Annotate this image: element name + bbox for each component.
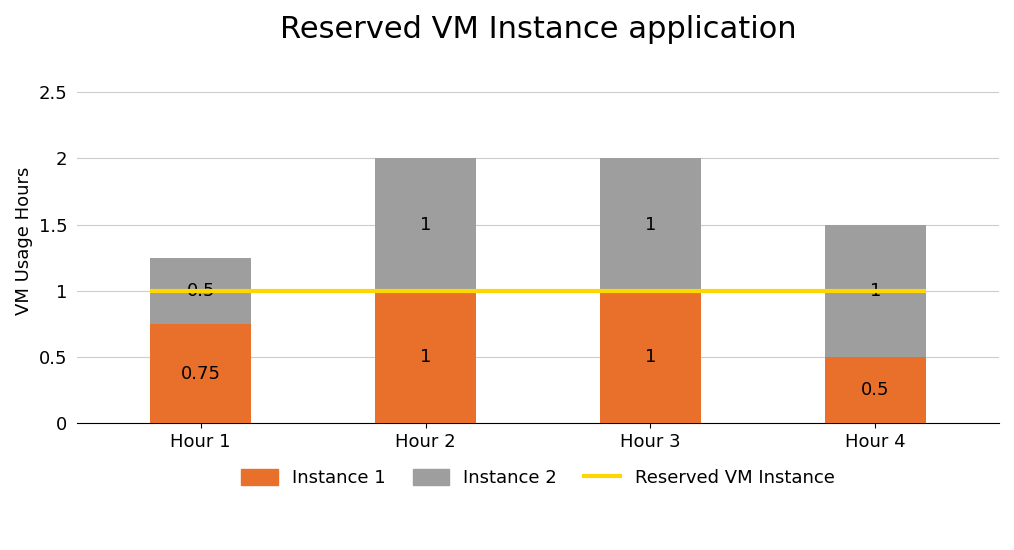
Text: 1: 1	[420, 348, 431, 366]
Bar	[600, 291, 701, 424]
Text: 0.5: 0.5	[187, 282, 215, 300]
Legend: Instance 1, Instance 2, Reserved VM Instance: Instance 1, Instance 2, Reserved VM Inst…	[234, 462, 842, 494]
Bar	[150, 324, 251, 424]
Text: 0.5: 0.5	[861, 381, 889, 399]
Y-axis label: VM Usage Hours: VM Usage Hours	[15, 167, 33, 315]
Title: Reserved VM Instance application: Reserved VM Instance application	[280, 15, 796, 44]
Text: 1: 1	[870, 282, 881, 300]
Bar	[375, 158, 477, 291]
Bar	[600, 158, 701, 291]
Bar	[824, 357, 926, 424]
Text: 0.75: 0.75	[180, 365, 221, 383]
Text: 1: 1	[420, 216, 431, 234]
Bar	[150, 257, 251, 324]
Bar	[375, 291, 477, 424]
Text: 1: 1	[645, 348, 656, 366]
Text: 1: 1	[645, 216, 656, 234]
Bar	[824, 224, 926, 357]
